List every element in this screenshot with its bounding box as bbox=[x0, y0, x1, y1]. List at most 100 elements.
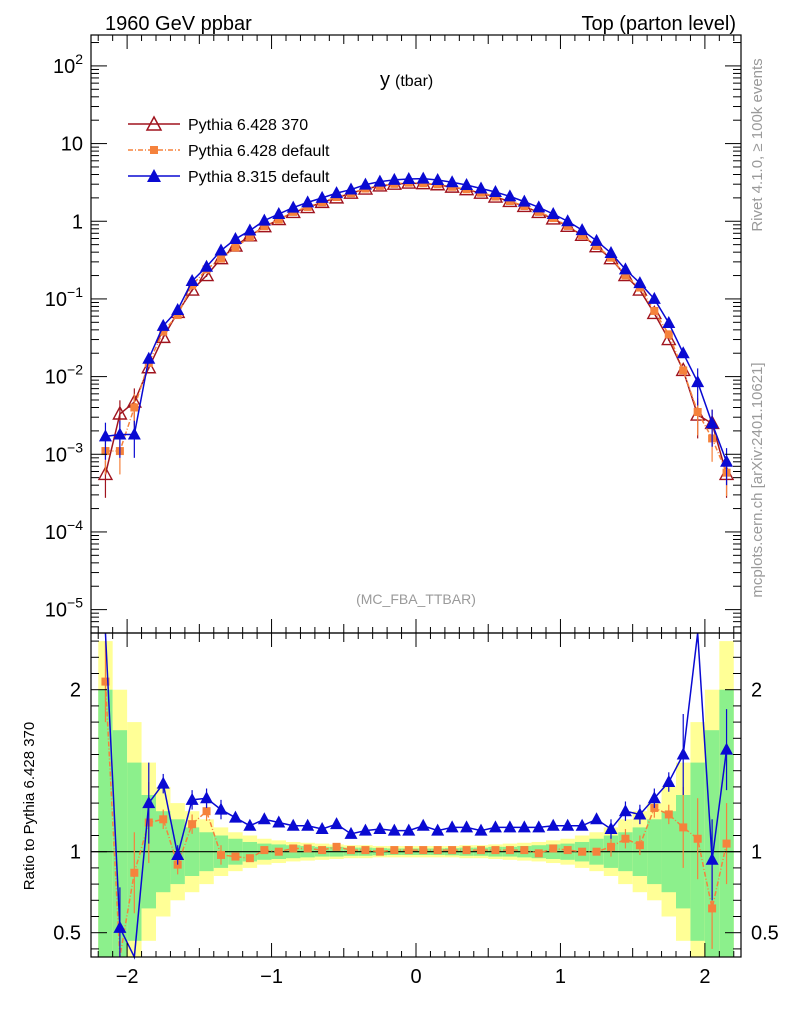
ratio-point-p8 bbox=[546, 818, 560, 831]
data-point-p6-370 bbox=[112, 405, 128, 420]
data-point-p8 bbox=[647, 291, 661, 304]
ratio-point-p6-default bbox=[260, 846, 269, 855]
ratio-point-p8 bbox=[633, 807, 647, 820]
data-point-p6-default bbox=[592, 242, 601, 251]
data-point-p8 bbox=[604, 246, 618, 259]
ratio-point-p8 bbox=[142, 796, 156, 809]
data-point-p6-default bbox=[130, 403, 139, 412]
data-point-p8 bbox=[257, 213, 271, 226]
ratio-point-p8 bbox=[618, 804, 632, 817]
data-point-p6-default bbox=[650, 306, 659, 315]
ratio-point-p8 bbox=[431, 823, 445, 836]
ratio-point-p6-default bbox=[217, 850, 225, 859]
data-point-p8 bbox=[561, 214, 575, 227]
band-inner-bin bbox=[98, 689, 113, 957]
ratio-point-p8 bbox=[200, 791, 214, 804]
ratio-uncertainty-band bbox=[91, 641, 741, 957]
y-tick-label: 102 bbox=[53, 51, 83, 78]
band-inner-bin bbox=[112, 730, 128, 957]
ratio-point-p6-default bbox=[505, 846, 514, 855]
ratio-point-p8 bbox=[503, 820, 517, 833]
data-point-p8 bbox=[431, 172, 445, 185]
ratio-point-p8 bbox=[662, 775, 676, 788]
ratio-point-p6-default bbox=[318, 846, 327, 855]
ratio-point-p8 bbox=[286, 818, 300, 831]
ratio-point-p6-default bbox=[635, 841, 644, 850]
ratio-point-p8 bbox=[676, 747, 690, 760]
data-point-p6-default bbox=[217, 254, 225, 263]
header-left: 1960 GeV ppbar bbox=[105, 13, 252, 35]
legend-entry-p8: Pythia 8.315 default bbox=[128, 169, 330, 186]
data-point-p6-370 bbox=[661, 331, 677, 346]
ratio-point-p6-default bbox=[534, 849, 543, 858]
ratio-point-p6-default bbox=[592, 847, 601, 856]
data-point-p6-default bbox=[260, 222, 269, 231]
ratio-y-tick-label: 2 bbox=[70, 680, 81, 702]
data-point-p6-370 bbox=[155, 328, 171, 344]
data-point-p6-default bbox=[159, 327, 168, 336]
x-tick-label: 1 bbox=[555, 966, 566, 988]
ratio-point-p8 bbox=[272, 815, 286, 828]
y-tick-label: 10−2 bbox=[45, 362, 83, 389]
ratio-point-p8 bbox=[358, 823, 372, 836]
ratio-point-p8 bbox=[228, 810, 242, 823]
ratio-point-p8 bbox=[257, 812, 271, 825]
analysis-watermark: (MC_FBA_TTBAR) bbox=[356, 591, 476, 607]
ratio-point-p6-default bbox=[303, 844, 312, 853]
plot-title: y bbox=[380, 69, 390, 91]
y-tick-label: 10 bbox=[61, 134, 83, 156]
ratio-point-p8 bbox=[214, 802, 228, 815]
ratio-point-p8 bbox=[474, 823, 488, 836]
data-point-p8 bbox=[200, 259, 214, 272]
ratio-point-p8 bbox=[590, 812, 604, 825]
ratio-point-p6-default bbox=[448, 846, 457, 855]
ratio-line-p8 bbox=[104, 632, 728, 960]
data-point-p8 bbox=[185, 274, 199, 287]
ratio-y-tick-label: 0.5 bbox=[53, 923, 81, 945]
data-point-p8 bbox=[416, 171, 430, 184]
data-point-p8 bbox=[618, 262, 632, 275]
ratio-point-p6-default bbox=[433, 846, 442, 855]
series-line-p8 bbox=[105, 177, 728, 463]
data-point-p8 bbox=[98, 429, 112, 442]
y-tick-label: 10−1 bbox=[45, 284, 83, 311]
ratio-y-tick-label: 1 bbox=[70, 842, 81, 864]
ratio-y-tick-label-right: 1 bbox=[751, 842, 762, 864]
data-point-p8 bbox=[445, 175, 459, 188]
rivet-label: Rivet 4.1.0, ≥ 100k events bbox=[749, 58, 766, 231]
ratio-y-axis-label: Ratio to Pythia 6.428 370 bbox=[21, 722, 38, 890]
ratio-point-p8 bbox=[575, 818, 589, 831]
ratio-point-p8 bbox=[113, 920, 127, 933]
ratio-point-p8 bbox=[373, 822, 387, 835]
legend-entry-p6-default: Pythia 6.428 default bbox=[128, 143, 330, 160]
header-right: Top (parton level) bbox=[581, 13, 736, 35]
data-point-p8 bbox=[344, 182, 358, 195]
ratio-point-p8 bbox=[402, 823, 416, 836]
x-tick-label: 0 bbox=[410, 966, 421, 988]
data-point-p8 bbox=[575, 223, 589, 236]
ratio-y-tick-label-right: 0.5 bbox=[751, 923, 779, 945]
data-point-p8 bbox=[330, 186, 344, 199]
ratio-plot-panel bbox=[101, 632, 734, 960]
data-point-p6-default bbox=[664, 330, 673, 339]
legend-label-p6-default: Pythia 6.428 default bbox=[188, 143, 330, 160]
ratio-y-tick-label-right: 2 bbox=[751, 680, 762, 702]
ratio-point-p8 bbox=[156, 776, 170, 789]
legend-label-p6-370: Pythia 6.428 370 bbox=[188, 117, 308, 134]
ratio-point-p6-default bbox=[549, 844, 558, 853]
ratio-point-p6-default bbox=[188, 820, 197, 829]
ratio-point-p6-default bbox=[274, 847, 283, 856]
data-point-p8 bbox=[142, 351, 156, 364]
data-point-p8 bbox=[243, 223, 257, 236]
y-tick-label: 10−4 bbox=[45, 517, 83, 544]
ratio-point-p6-default bbox=[708, 904, 717, 913]
y-tick-label: 10−5 bbox=[45, 595, 83, 622]
ratio-point-p6-default bbox=[419, 846, 428, 855]
ratio-point-p6-default bbox=[159, 815, 168, 824]
data-point-p8 bbox=[171, 303, 185, 316]
data-point-p8 bbox=[662, 315, 676, 328]
y-tick-label: 1 bbox=[72, 211, 83, 233]
data-point-p8 bbox=[517, 194, 531, 207]
data-point-p8 bbox=[705, 416, 719, 429]
